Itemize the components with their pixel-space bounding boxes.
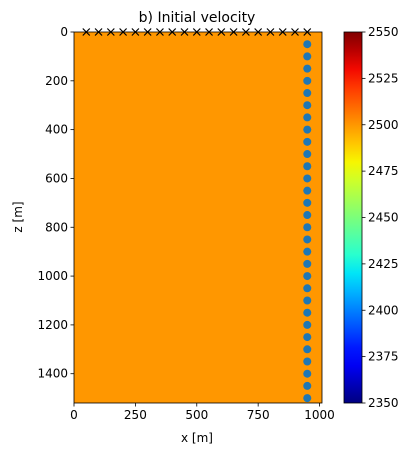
colorbar	[343, 31, 363, 404]
x-tick-label: 250	[124, 408, 147, 422]
y-tick-label: 1000	[37, 269, 68, 283]
colorbar-tick-label: 2500	[368, 118, 399, 132]
receiver	[303, 235, 312, 244]
y-tick-label: 800	[45, 220, 68, 234]
y-tick-label: 1200	[37, 318, 68, 332]
receiver	[303, 247, 312, 256]
x-tick-label: 1000	[304, 408, 335, 422]
receiver	[303, 162, 312, 171]
colorbar-tick-label: 2400	[368, 303, 399, 317]
y-tick-label: 600	[45, 171, 68, 185]
colorbar-tick-label: 2475	[368, 164, 399, 178]
receiver	[303, 296, 312, 305]
receiver	[303, 186, 312, 195]
receiver	[303, 76, 312, 85]
colorbar-tick-label: 2525	[368, 71, 399, 85]
receiver	[303, 52, 312, 61]
colorbar-tick-label: 2350	[368, 396, 399, 410]
receiver	[303, 198, 312, 207]
receiver	[303, 333, 312, 342]
receiver	[303, 64, 312, 73]
x-tick-label: 750	[247, 408, 270, 422]
receiver	[303, 357, 312, 366]
receiver	[303, 345, 312, 354]
axes-frame	[73, 31, 323, 404]
y-tick-label: 200	[45, 74, 68, 88]
chart-title: b) Initial velocity	[139, 10, 256, 26]
receiver	[303, 308, 312, 317]
receiver	[303, 211, 312, 220]
y-tick-label: 1400	[37, 367, 68, 381]
receiver	[303, 394, 312, 403]
receiver	[303, 381, 312, 390]
colorbar-tick-label: 2375	[368, 350, 399, 364]
receiver	[303, 137, 312, 146]
colorbar-tick-label: 2450	[368, 211, 399, 225]
x-axis-label: x [m]	[181, 431, 213, 445]
receiver	[303, 150, 312, 159]
colorbar-tick-label: 2425	[368, 257, 399, 271]
receiver	[303, 223, 312, 232]
receiver	[303, 174, 312, 183]
receiver	[303, 259, 312, 268]
y-axis-label: z [m]	[11, 201, 25, 232]
receiver	[303, 272, 312, 281]
colorbar-tick-label: 2550	[368, 25, 399, 39]
receiver	[303, 369, 312, 378]
y-tick-label: 0	[60, 25, 68, 39]
x-tick-label: 500	[185, 408, 208, 422]
velocity-image	[74, 32, 322, 403]
receiver	[303, 284, 312, 293]
receiver	[303, 125, 312, 134]
receiver	[303, 40, 312, 49]
receiver	[303, 101, 312, 110]
receiver	[303, 320, 312, 329]
y-tick-label: 400	[45, 123, 68, 137]
x-tick-label: 0	[70, 408, 78, 422]
receiver	[303, 89, 312, 98]
receiver	[303, 113, 312, 122]
